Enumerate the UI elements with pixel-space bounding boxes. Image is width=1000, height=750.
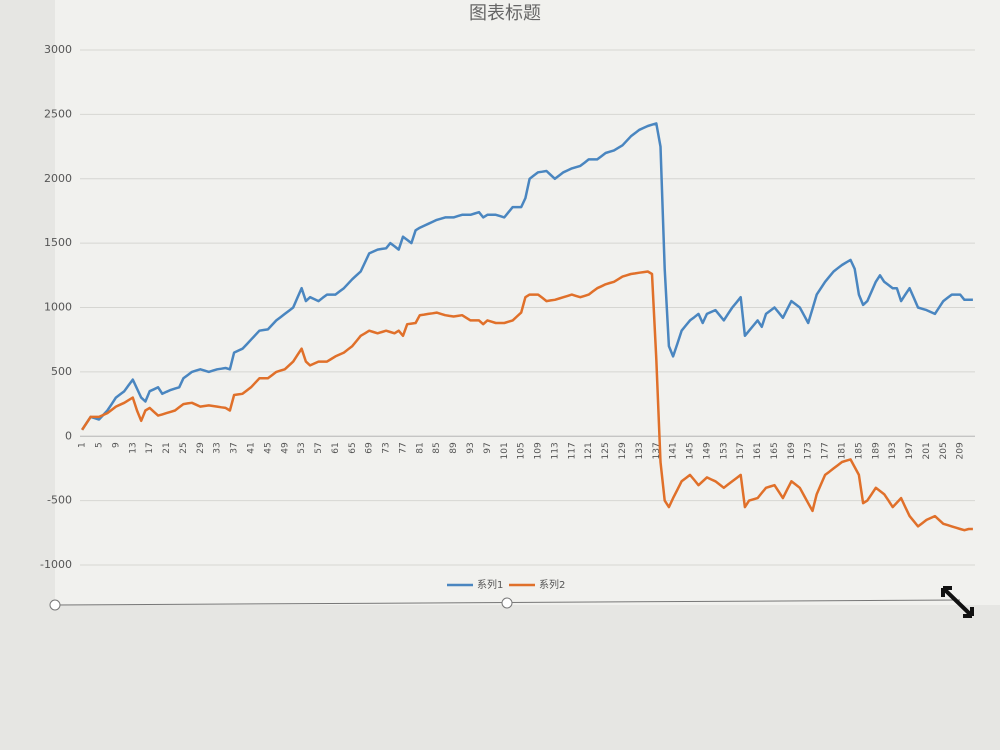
x-tick-label: 93 — [466, 442, 476, 453]
x-tick-label: 157 — [736, 442, 746, 459]
x-tick-label: 33 — [213, 442, 223, 453]
x-tick-label: 125 — [601, 442, 611, 459]
x-tick-label: 165 — [770, 442, 780, 459]
y-tick-label: 0 — [65, 429, 72, 442]
x-tick-label: 137 — [652, 442, 662, 459]
y-tick-label: 2000 — [44, 172, 72, 185]
x-tick-label: 45 — [263, 442, 273, 453]
legend-label: 系列2 — [539, 578, 565, 591]
x-tick-label: 169 — [787, 442, 797, 459]
x-tick-label: 153 — [719, 442, 729, 459]
x-tick-label: 149 — [702, 442, 712, 459]
x-tick-label: 57 — [314, 442, 324, 453]
y-tick-label: 1000 — [44, 301, 72, 314]
x-tick-label: 145 — [686, 442, 696, 459]
x-tick-label: 89 — [449, 442, 459, 454]
legend-label: 系列1 — [477, 578, 503, 591]
x-tick-label: 77 — [398, 442, 408, 453]
x-tick-label: 101 — [500, 442, 510, 459]
resize-cursor — [941, 586, 974, 618]
x-tick-label: 53 — [297, 442, 307, 453]
x-tick-label: 69 — [365, 442, 375, 454]
x-tick-label: 173 — [804, 442, 814, 459]
x-tick-label: 113 — [550, 442, 560, 459]
resize-handle[interactable] — [49, 599, 61, 611]
x-tick-label: 49 — [280, 442, 290, 454]
resize-handle[interactable] — [501, 597, 513, 609]
y-tick-label: 3000 — [44, 43, 72, 56]
x-tick-label: 61 — [331, 442, 341, 453]
y-tick-label: 1500 — [44, 236, 72, 249]
x-tick-label: 141 — [669, 442, 679, 459]
x-tick-label: 197 — [905, 442, 915, 459]
x-tick-label: 81 — [415, 442, 425, 453]
y-tick-label: -1000 — [40, 558, 72, 571]
x-tick-label: 133 — [635, 442, 645, 459]
x-tick-label: 185 — [854, 442, 864, 459]
x-tick-label: 65 — [348, 442, 358, 453]
x-tick-label: 209 — [956, 442, 966, 459]
x-tick-label: 129 — [618, 442, 628, 459]
x-tick-label: 177 — [821, 442, 831, 459]
x-tick-label: 37 — [230, 442, 240, 453]
x-tick-label: 117 — [567, 442, 577, 459]
x-tick-label: 109 — [534, 442, 544, 459]
x-tick-label: 9 — [111, 442, 121, 448]
x-tick-label: 73 — [382, 442, 392, 453]
x-tick-label: 105 — [517, 442, 527, 459]
x-tick-label: 29 — [196, 442, 206, 454]
y-tick-label: -500 — [47, 494, 72, 507]
x-tick-label: 1 — [78, 442, 88, 448]
chart-title: 图表标题 — [469, 3, 541, 24]
x-tick-label: 5 — [94, 442, 104, 448]
x-tick-label: 97 — [483, 442, 493, 453]
y-tick-label: 500 — [51, 365, 72, 378]
x-tick-label: 25 — [179, 442, 189, 453]
x-tick-label: 201 — [922, 442, 932, 459]
x-tick-label: 181 — [838, 442, 848, 459]
series-line — [81, 122, 973, 431]
x-tick-label: 85 — [432, 442, 442, 453]
x-tick-label: 189 — [871, 442, 881, 459]
x-tick-label: 17 — [145, 442, 155, 453]
x-tick-label: 161 — [753, 442, 763, 459]
x-tick-label: 21 — [162, 442, 172, 453]
chart-area — [55, 0, 1000, 605]
series-line — [81, 270, 973, 532]
y-tick-label: 2500 — [44, 107, 72, 120]
x-tick-label: 121 — [584, 442, 594, 459]
x-tick-label: 205 — [939, 442, 949, 459]
x-tick-label: 13 — [128, 442, 138, 453]
x-tick-label: 193 — [888, 442, 898, 459]
x-tick-label: 41 — [246, 442, 256, 453]
